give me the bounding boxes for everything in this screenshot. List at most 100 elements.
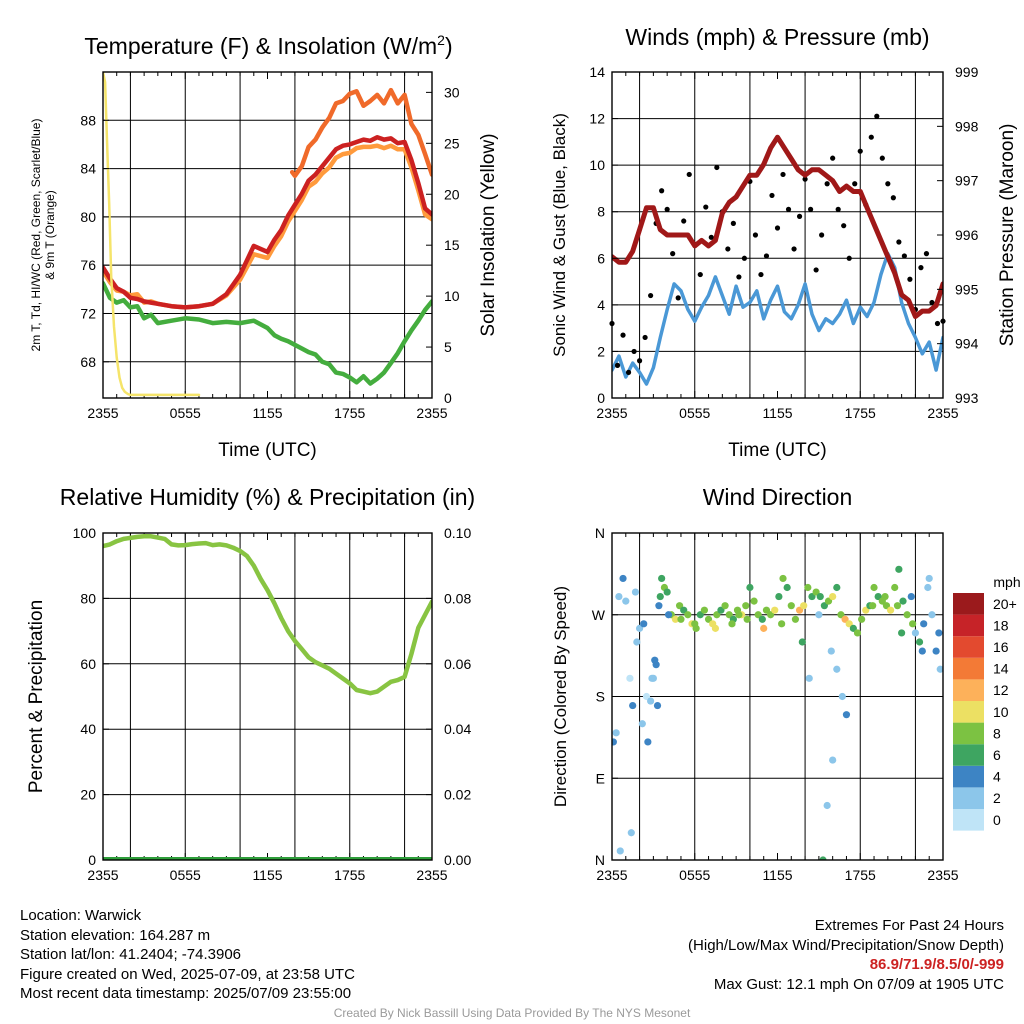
temperature-y-label-1: 2m T, Td, HI/WC (Red, Green, Scarlet/Blu… [29, 119, 43, 352]
insolation-line [103, 72, 201, 397]
gust-point [736, 274, 742, 280]
winds-y2-tick-label: 998 [955, 118, 979, 134]
gust-point [636, 358, 643, 364]
direction-point [735, 611, 743, 619]
gust-point [923, 251, 930, 257]
station-info: Location: Warwick Station elevation: 164… [20, 906, 355, 1004]
direction-point [820, 602, 828, 610]
humidity-y2-tick-label: 0.08 [444, 590, 471, 606]
extremes-values: 86.9/71.9/8.5/0/-999 [869, 956, 1004, 973]
colorbar-swatch [953, 701, 984, 723]
gust-point [879, 155, 885, 161]
direction-point [886, 606, 895, 614]
direction-point [612, 729, 620, 737]
direction-point [677, 615, 685, 623]
gust-point [648, 292, 654, 299]
gust-point [835, 206, 841, 212]
temperature-y-tick-label: 68 [80, 354, 96, 370]
direction-point [920, 620, 928, 628]
direction-point [658, 574, 666, 583]
wind_direction-x-tick-label: 0555 [679, 867, 710, 883]
colorbar-unit: mph [993, 574, 1020, 590]
wind_direction-y-tick-label: W [592, 607, 606, 623]
gust-point [868, 134, 874, 140]
direction-point [700, 606, 709, 614]
colorbar-swatch [953, 809, 984, 831]
direction-point [898, 629, 906, 637]
direction-point [815, 611, 823, 619]
direction-point [671, 615, 680, 623]
direction-point [627, 829, 635, 837]
temperature-title: Temperature (F) & Insolation (W/m2) [84, 32, 452, 59]
direction-point [664, 611, 673, 619]
gust-point [758, 271, 764, 278]
station-location: Location: Warwick [20, 907, 142, 924]
colorbar-label: 0 [993, 812, 1001, 828]
colorbar-swatch [953, 744, 984, 766]
gust-point [830, 155, 836, 161]
humidity-y-tick-label: 0 [88, 852, 96, 868]
extremes-title: Extremes For Past 24 Hours [814, 917, 1004, 934]
station-elevation: Station elevation: 164.287 m [20, 926, 211, 944]
temperature-x-tick-label: 1755 [334, 405, 365, 421]
direction-point [845, 620, 853, 628]
direction-point [647, 697, 655, 705]
winds-y2-tick-label: 995 [955, 281, 979, 297]
humidity-y2-tick-label: 0.00 [444, 852, 471, 868]
colorbar-swatch [953, 679, 984, 701]
direction-point [642, 692, 651, 701]
direction-point [928, 611, 936, 619]
gust-point [907, 276, 913, 282]
temperature-y-tick-label: 80 [80, 209, 96, 225]
gust-point [681, 218, 687, 224]
direction-point [891, 583, 899, 592]
wind_direction-x-tick-label: 1155 [762, 867, 792, 883]
colorbar-swatch [953, 657, 984, 680]
winds-y-tick-label: 10 [589, 157, 605, 173]
direction-point [819, 856, 827, 860]
direction-point [743, 615, 751, 623]
gust-point [697, 271, 703, 278]
gust-point [824, 181, 830, 187]
direction-point [653, 701, 662, 710]
gust-point [929, 299, 935, 306]
direction-point [829, 592, 837, 601]
direction-point [760, 624, 768, 632]
direction-point [899, 597, 907, 605]
colorbar-label: 8 [993, 725, 1001, 741]
wind_direction-y-tick-label: N [595, 525, 605, 541]
temperature-y-tick-label: 88 [80, 112, 96, 128]
humidity-title: Relative Humidity (%) & Precipitation (i… [60, 484, 475, 510]
colorbar-label: 4 [993, 769, 1001, 785]
humidity-x-tick-label: 2355 [87, 867, 118, 883]
gust-point [785, 206, 792, 212]
gust-point [808, 206, 814, 212]
gust-point [796, 213, 803, 219]
station-latlon: Station lat/lon: 41.2404; -74.3906 [20, 946, 242, 963]
temp-line [103, 134, 432, 310]
gust-point [714, 164, 720, 171]
direction-point [651, 656, 659, 664]
direction-point [870, 583, 878, 592]
direction-point [721, 602, 729, 610]
colorbar-swatch [953, 765, 984, 788]
temperature-x-tick-label: 0555 [170, 405, 201, 421]
direction-point [655, 602, 663, 610]
winds-y-label: Sonic Wind & Gust (Blue, Black) [550, 113, 569, 357]
wind_direction-x-tick-label: 2355 [596, 867, 627, 883]
direction-point [663, 588, 671, 596]
gust-point [918, 265, 924, 271]
humidity-frame [102, 532, 433, 861]
direction-point [936, 665, 943, 673]
gust-point [896, 239, 902, 245]
gust-point [846, 255, 852, 261]
direction-point [791, 615, 800, 623]
colorbar-swatch [953, 787, 984, 809]
direction-point [622, 597, 630, 605]
max-gust: Max Gust: 12.1 mph On 07/09 at 1905 UTC [713, 975, 1004, 993]
direction-point [725, 611, 733, 619]
direction-point [762, 606, 771, 614]
winds-y-tick-label: 6 [597, 250, 605, 266]
direction-point [778, 620, 786, 628]
